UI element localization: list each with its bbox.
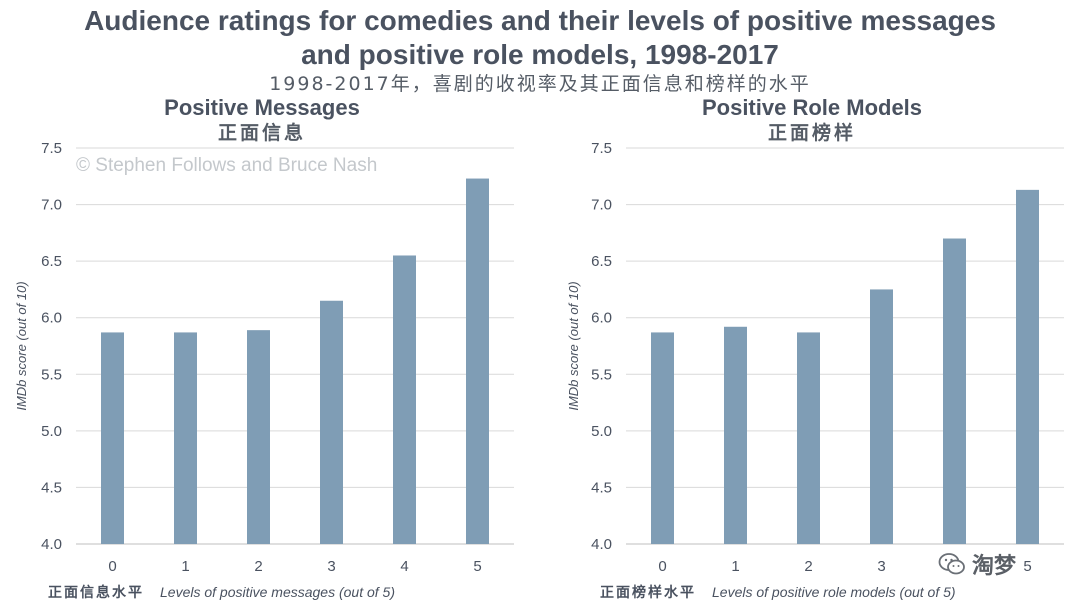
x-tick-label: 0: [658, 558, 666, 575]
panel-title-positive-role-models: Positive Role Models: [701, 95, 923, 120]
chart-positive-messages: 4.0 4.5 5.0 5.5 6.0 6.5 7.0 7.5 IMDb score (out …: [14, 140, 514, 575]
bar: [320, 300, 343, 544]
y-tick-label: 5.5: [591, 366, 612, 383]
x-axis-title-zh: 正面信息水平: [48, 585, 144, 601]
bar: [101, 332, 124, 544]
y-tick-label: 6.5: [41, 253, 62, 270]
x-tick-label: 0: [108, 558, 116, 575]
y-tick-label: 5.5: [41, 366, 62, 383]
subtitle-chinese: 1998-2017年，喜剧的收视率及其正面信息和榜样的水平: [269, 73, 811, 95]
x-tick-label: 5: [1023, 558, 1031, 575]
bar: [174, 332, 197, 544]
bar: [797, 332, 820, 544]
brand-watermark: 淘梦: [938, 548, 1016, 580]
x-tick-label: 3: [327, 558, 335, 575]
x-tick-label: 3: [877, 558, 885, 575]
main-title: Audience ratings for comedies and their …: [0, 4, 1080, 72]
wechat-icon: [938, 553, 965, 575]
x-tick-label: 2: [804, 558, 812, 575]
bar: [651, 332, 674, 544]
x-tick-label: 5: [473, 558, 481, 575]
y-tick-label: 4.0: [41, 536, 62, 553]
y-tick-label: 7.5: [591, 140, 612, 157]
main-title-line1: Audience ratings for comedies and their …: [84, 5, 996, 36]
x-tick-label: 4: [400, 558, 408, 575]
panel-title-positive-messages: Positive Messages: [164, 95, 360, 120]
y-tick-label: 6.5: [591, 253, 612, 270]
copyright-watermark: © Stephen Follows and Bruce Nash: [76, 155, 378, 176]
x-tick-label: 1: [731, 558, 739, 575]
brand-name: 淘梦: [972, 554, 1017, 579]
x-axis-title-zh: 正面榜样水平: [600, 585, 696, 601]
bar: [870, 289, 893, 544]
y-tick-label: 5.0: [591, 423, 612, 440]
chart-positive-role-models: 4.0 4.5 5.0 5.5 6.0 6.5 7.0 7.5 IMDb score (out …: [566, 140, 1064, 575]
x-axis-title-en: Levels of positive role models (out of 5…: [712, 584, 956, 600]
x-tick-label: 1: [181, 558, 189, 575]
y-tick-label: 6.0: [41, 310, 62, 327]
main-title-line2: and positive role models, 1998-2017: [301, 39, 779, 70]
y-tick-label: 7.5: [41, 140, 62, 157]
panel-title-zh-positive-role-models: 正面榜样: [767, 122, 856, 144]
y-axis-title: IMDb score (out of 10): [14, 281, 29, 410]
bar: [724, 326, 747, 544]
x-axis-title-positive-messages: 正面信息水平 Levels of positive messages (out o…: [48, 582, 395, 602]
x-tick-label: 2: [254, 558, 262, 575]
y-axis-title: IMDb score (out of 10): [566, 281, 581, 410]
bar: [393, 255, 416, 544]
y-tick-label: 4.5: [41, 479, 62, 496]
panel-title-zh-positive-messages: 正面信息: [217, 122, 306, 144]
bar: [1016, 189, 1039, 544]
y-tick-label: 5.0: [41, 423, 62, 440]
y-tick-label: 7.0: [591, 197, 612, 214]
x-axis-title-positive-role-models: 正面榜样水平 Levels of positive role models (ou…: [600, 582, 956, 602]
y-tick-label: 7.0: [41, 197, 62, 214]
bar: [247, 330, 270, 544]
bar: [943, 238, 966, 544]
y-tick-label: 4.0: [591, 536, 612, 553]
x-axis-title-en: Levels of positive messages (out of 5): [160, 584, 396, 600]
y-tick-label: 4.5: [591, 479, 612, 496]
bar: [466, 178, 489, 544]
y-tick-label: 6.0: [591, 310, 612, 327]
